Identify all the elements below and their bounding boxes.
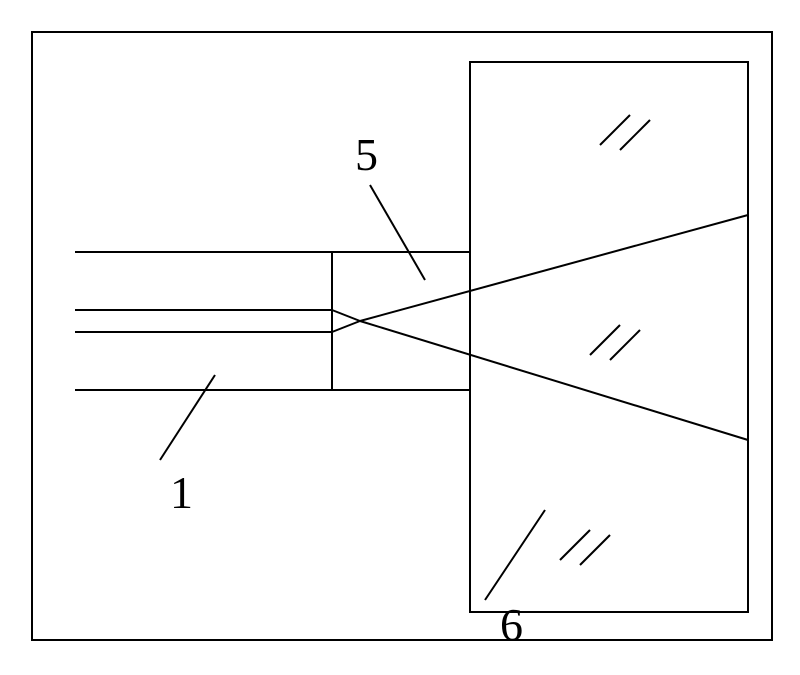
label5-text: 5 xyxy=(355,129,378,180)
label6-text: 6 xyxy=(500,599,523,650)
label1-text: 1 xyxy=(170,467,193,518)
